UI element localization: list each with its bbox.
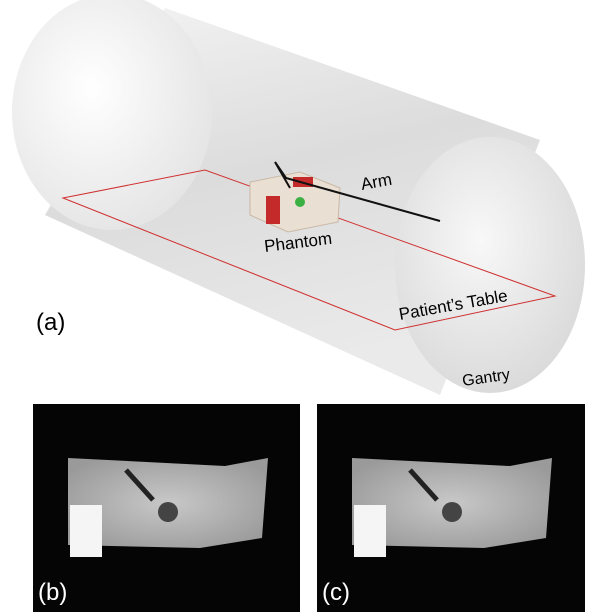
gantry-right-end bbox=[395, 137, 585, 393]
panel-label: (a) bbox=[36, 309, 65, 336]
phantom-sphere bbox=[295, 197, 305, 207]
gantry-left-end bbox=[12, 0, 212, 230]
panel-label: (b) bbox=[38, 579, 67, 606]
scanner-scene: Arm Phantom Patient’s Table Gantry (a) bbox=[12, 0, 585, 395]
figure: Arm Phantom Patient’s Table Gantry (a) (… bbox=[0, 0, 600, 612]
mri-image-b: (b) bbox=[33, 404, 300, 612]
phantom-insert bbox=[266, 196, 280, 224]
panel-label: (c) bbox=[322, 579, 350, 606]
mri-image-c: (c) bbox=[317, 404, 585, 612]
